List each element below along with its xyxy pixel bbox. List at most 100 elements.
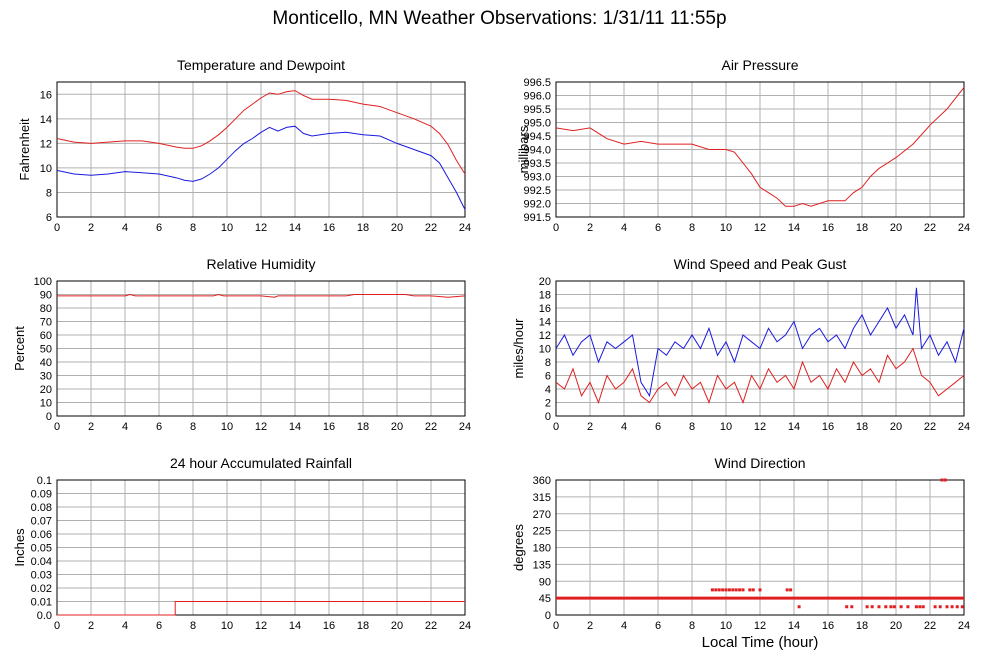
- data-point: [741, 588, 745, 592]
- data-point: [940, 478, 944, 482]
- y-tick-label: 60: [40, 330, 52, 342]
- x-tick-label: 18: [357, 620, 369, 632]
- series-line-blue: [555, 287, 965, 398]
- data-point: [899, 605, 903, 609]
- x-tick-label: 8: [190, 620, 196, 632]
- x-tick-label: 20: [890, 222, 902, 234]
- y-tick-label: 991.5: [523, 212, 551, 224]
- x-tick-label: 4: [621, 421, 627, 433]
- y-tick-label: 2: [545, 398, 551, 410]
- x-tick-label: 16: [822, 620, 834, 632]
- y-tick-label: 90: [40, 290, 52, 302]
- x-tick-label: 2: [587, 222, 593, 234]
- data-point: [758, 588, 762, 592]
- x-tick-label: 0: [553, 620, 559, 632]
- x-tick-label: 18: [856, 222, 868, 234]
- x-tick-label: 10: [720, 222, 732, 234]
- y-tick-label: 80: [40, 303, 52, 315]
- x-tick-label: 6: [655, 222, 661, 234]
- x-tick-label: 12: [255, 421, 267, 433]
- data-point: [789, 588, 793, 592]
- y-tick-label: 16: [539, 303, 551, 315]
- y-tick-label: 995.5: [523, 104, 551, 116]
- chart-title: Relative Humidity: [207, 256, 316, 272]
- x-tick-label: 6: [156, 222, 162, 234]
- y-tick-label: 180: [533, 543, 551, 555]
- y-tick-label: 18: [539, 290, 551, 302]
- x-tick-label: 18: [357, 421, 369, 433]
- x-tick-label: 10: [720, 421, 732, 433]
- x-tick-label: 14: [788, 222, 800, 234]
- plot-frame: [56, 81, 466, 218]
- x-tick-label: 6: [655, 620, 661, 632]
- series-line-red: [57, 601, 465, 616]
- y-tick-label: 996.5: [523, 77, 551, 89]
- x-tick-label: 18: [856, 421, 868, 433]
- x-tick-label: 24: [459, 222, 471, 234]
- x-tick-label: 2: [587, 620, 593, 632]
- y-tick-label: 30: [40, 371, 52, 383]
- data-point: [865, 605, 869, 609]
- plot-frame: [56, 479, 466, 616]
- data-point: [918, 605, 922, 609]
- x-tick-label: 18: [357, 222, 369, 234]
- x-tick-label: 6: [156, 620, 162, 632]
- y-tick-label: 90: [539, 576, 551, 588]
- data-point: [950, 605, 954, 609]
- page-title: Monticello, MN Weather Observations: 1/3…: [272, 8, 727, 29]
- y-tick-label: 0.05: [31, 543, 52, 555]
- y-tick-label: 10: [40, 163, 52, 175]
- x-tick-label: 22: [924, 421, 936, 433]
- data-point: [889, 605, 893, 609]
- data-point: [731, 588, 735, 592]
- x-tick-label: 24: [459, 421, 471, 433]
- x-tick-label: 10: [221, 421, 233, 433]
- y-tick-label: 12: [40, 138, 52, 150]
- y-tick-label: 0.09: [31, 489, 52, 501]
- plot-frame: [555, 81, 965, 218]
- y-tick-label: 16: [40, 89, 52, 101]
- x-tick-label: 20: [890, 421, 902, 433]
- y-tick-label: 315: [533, 492, 551, 504]
- y-tick-label: 0.06: [31, 529, 52, 541]
- x-tick-label: 0: [54, 620, 60, 632]
- x-tick-label: 14: [788, 620, 800, 632]
- data-point: [717, 588, 721, 592]
- y-tick-label: 10: [40, 398, 52, 410]
- data-point: [892, 605, 896, 609]
- data-point: [850, 605, 854, 609]
- y-tick-label: 0.08: [31, 502, 52, 514]
- y-tick-label: 994.5: [523, 131, 551, 143]
- y-tick-label: 20: [40, 384, 52, 396]
- x-tick-label: 12: [754, 421, 766, 433]
- y-tick-label: 6: [545, 371, 551, 383]
- x-tick-label: 2: [88, 421, 94, 433]
- x-tick-label: 22: [924, 222, 936, 234]
- chart-title: Wind Speed and Peak Gust: [674, 256, 847, 272]
- series-line-red: [56, 90, 466, 175]
- x-tick-label: 24: [958, 222, 970, 234]
- data-point: [845, 605, 849, 609]
- plot-frame: [56, 280, 466, 417]
- y-tick-label: 994.0: [523, 145, 551, 157]
- y-axis-label: millibars: [516, 125, 531, 173]
- y-tick-label: 50: [40, 344, 52, 356]
- x-tick-label: 2: [88, 222, 94, 234]
- data-point: [938, 605, 942, 609]
- x-tick-label: 6: [156, 421, 162, 433]
- chart-title: Temperature and Dewpoint: [177, 57, 345, 73]
- y-tick-label: 360: [533, 475, 551, 487]
- x-tick-label: 0: [553, 222, 559, 234]
- x-tick-label: 8: [190, 222, 196, 234]
- x-tick-label: 12: [255, 222, 267, 234]
- y-tick-label: 4: [545, 384, 551, 396]
- x-tick-label: 12: [255, 620, 267, 632]
- x-tick-label: 2: [88, 620, 94, 632]
- x-tick-label: 24: [459, 620, 471, 632]
- y-tick-label: 12: [539, 330, 551, 342]
- data-point: [714, 588, 718, 592]
